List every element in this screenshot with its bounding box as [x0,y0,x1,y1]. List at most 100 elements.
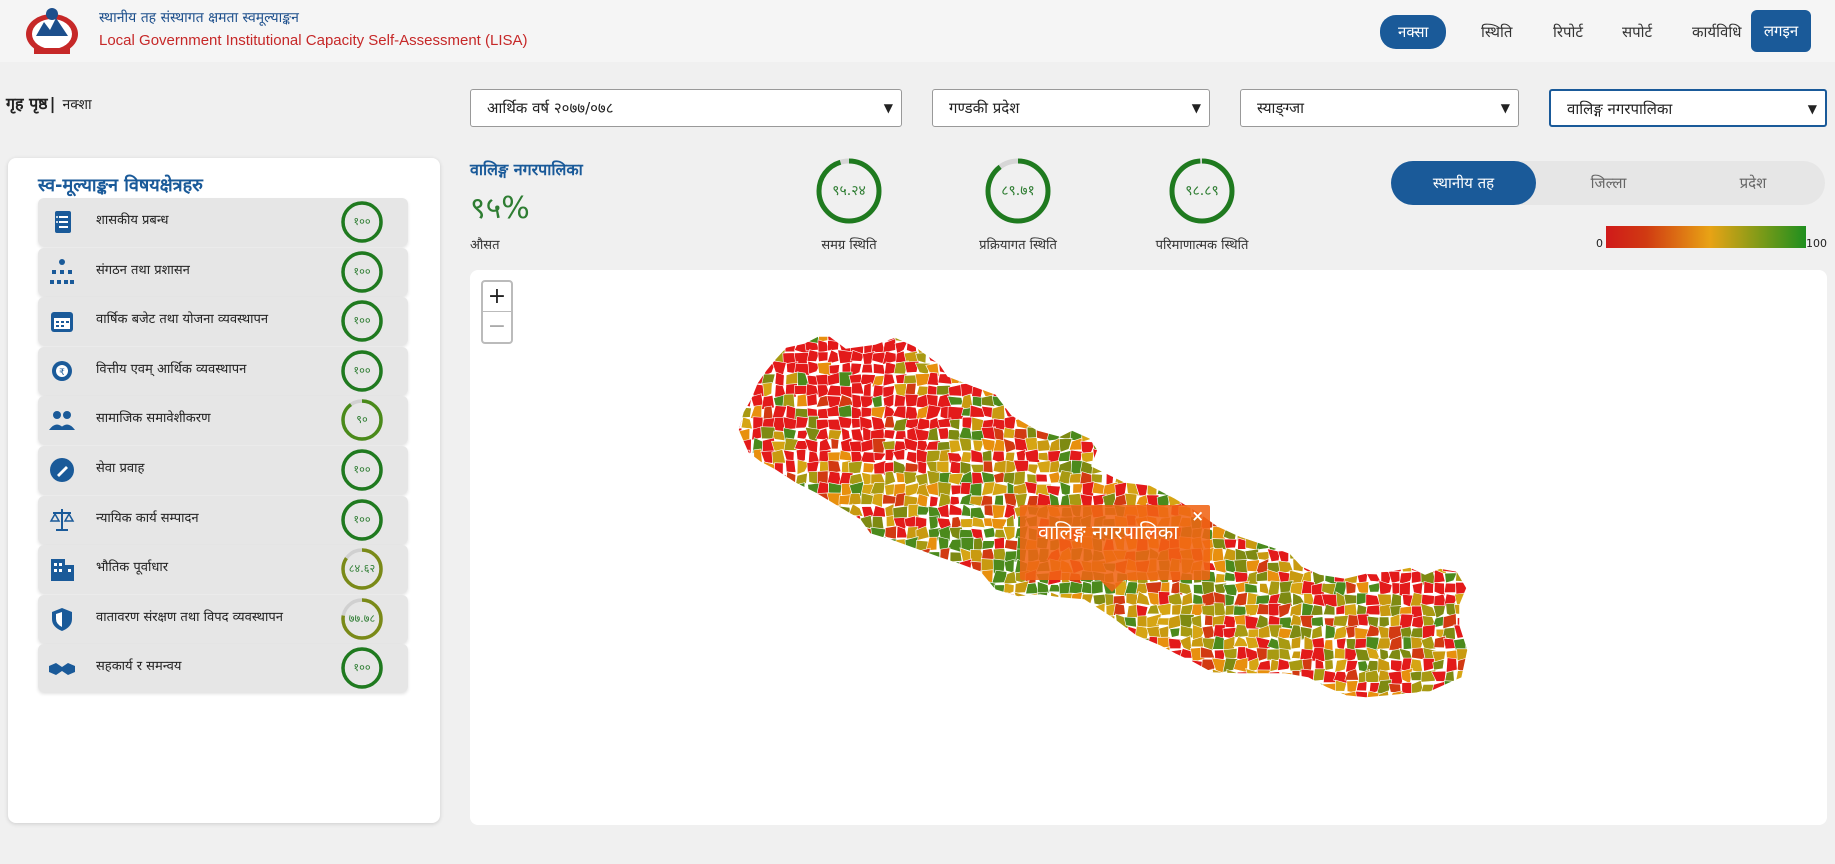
map-region[interactable] [1222,416,1239,430]
map-region[interactable] [1466,614,1480,628]
map-region[interactable] [959,690,974,706]
map-region[interactable] [1225,440,1238,454]
map-region[interactable] [1281,505,1292,520]
map-region[interactable] [860,680,875,696]
map-region[interactable] [1003,415,1017,431]
map-region[interactable] [882,602,897,616]
map-region[interactable] [1453,329,1467,341]
nav-map[interactable]: नक्सा [1380,15,1447,49]
map-region[interactable] [828,671,843,685]
map-region[interactable] [775,514,787,527]
map-region[interactable] [1201,427,1216,443]
map-region[interactable] [1134,658,1151,671]
map-region[interactable] [1446,384,1459,396]
map-region[interactable] [1014,671,1029,683]
map-region[interactable] [1123,616,1137,628]
map-region[interactable] [749,646,765,663]
map-region[interactable] [1324,659,1334,671]
map-region[interactable] [1169,384,1184,399]
map-region[interactable] [903,471,917,486]
map-region[interactable] [1112,384,1129,399]
map-region[interactable] [837,536,853,549]
map-region[interactable] [1422,386,1435,398]
map-region[interactable] [739,648,754,663]
map-region[interactable] [970,349,985,366]
map-region[interactable] [949,495,960,507]
map-region[interactable] [1090,692,1107,706]
map-region[interactable] [1047,614,1063,626]
map-region[interactable] [1069,636,1084,652]
map-region[interactable] [1004,395,1017,406]
map-region[interactable] [837,329,854,343]
map-region[interactable] [728,635,744,652]
map-region[interactable] [1278,451,1291,463]
map-region[interactable] [1101,362,1118,375]
map-region[interactable] [1037,360,1051,376]
map-region[interactable] [1421,493,1436,508]
map-region[interactable] [1244,492,1260,508]
map-region[interactable] [1226,668,1237,685]
map-region[interactable] [1124,704,1138,714]
map-region[interactable] [1083,703,1093,716]
map-region[interactable] [1259,339,1270,352]
map-region[interactable] [1399,473,1415,487]
map-region[interactable] [1113,395,1128,409]
map-region[interactable] [826,515,843,529]
map-region[interactable] [815,558,828,575]
map-region[interactable] [1400,559,1413,573]
map-region[interactable] [893,393,906,408]
map-region[interactable] [970,506,986,519]
map-region[interactable] [883,693,896,706]
map-region[interactable] [992,342,1008,354]
map-region[interactable] [959,646,971,662]
map-region[interactable] [870,570,886,586]
map-region[interactable] [1156,339,1172,353]
map-region[interactable] [1433,569,1446,584]
map-region[interactable] [738,350,753,366]
map-region[interactable] [1169,360,1184,373]
map-region[interactable] [1467,648,1478,661]
map-region[interactable] [741,682,755,694]
map-region[interactable] [1027,603,1041,616]
map-region[interactable] [861,602,875,619]
map-region[interactable] [1211,383,1224,399]
map-region[interactable] [1466,472,1480,486]
map-region[interactable] [1114,638,1129,649]
map-region[interactable] [1224,472,1236,486]
map-region[interactable] [775,702,787,717]
map-region[interactable] [1057,415,1074,432]
map-region[interactable] [1380,417,1390,431]
map-region[interactable] [914,583,928,597]
map-region[interactable] [960,329,975,343]
map-region[interactable] [772,506,787,520]
map-region[interactable] [1410,515,1424,531]
map-region[interactable] [1343,690,1359,707]
map-region[interactable] [763,591,773,605]
map-region[interactable] [1464,592,1480,607]
map-region[interactable] [1091,417,1105,429]
map-region[interactable] [1233,395,1250,408]
map-region[interactable] [1269,679,1282,696]
map-region[interactable] [1365,373,1382,386]
map-region[interactable] [729,536,742,552]
map-region[interactable] [1289,362,1302,376]
nav-report[interactable]: रिपोर्ट [1553,23,1583,41]
map-region[interactable] [980,624,995,641]
map-region[interactable] [1102,385,1118,397]
map-region[interactable] [914,671,931,683]
map-region[interactable] [1080,404,1094,417]
map-region[interactable] [738,657,751,671]
map-region[interactable] [1102,659,1114,674]
map-region[interactable] [1277,494,1291,509]
map-region[interactable] [1410,470,1425,484]
map-region[interactable] [1181,669,1194,684]
map-region[interactable] [948,362,961,377]
map-region[interactable] [939,702,952,716]
map-region[interactable] [829,613,842,629]
map-region[interactable] [1223,481,1238,498]
map-region[interactable] [808,626,821,640]
map-region[interactable] [1453,548,1468,561]
map-region[interactable] [1068,417,1085,431]
map-region[interactable] [1312,518,1327,528]
map-region[interactable] [1378,616,1390,630]
